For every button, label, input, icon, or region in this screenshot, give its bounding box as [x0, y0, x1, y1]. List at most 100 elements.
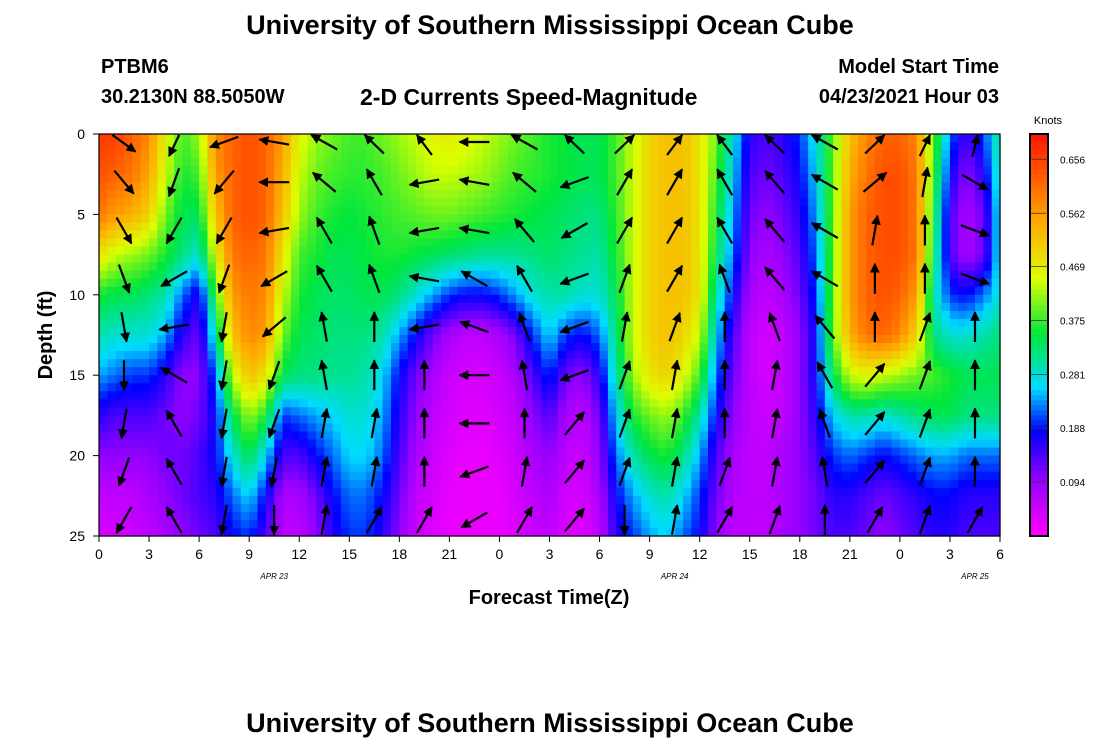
heatmap-cell — [332, 302, 342, 312]
heatmap-cell — [699, 431, 709, 441]
heatmap-cell — [382, 198, 392, 207]
heatmap-cell — [899, 431, 909, 441]
heatmap-cell — [641, 310, 651, 320]
heatmap-cell — [749, 238, 759, 248]
heatmap-cell — [566, 166, 576, 175]
heatmap-cell — [716, 431, 726, 441]
heatmap-cell — [140, 431, 150, 441]
heatmap-cell — [340, 423, 350, 433]
heatmap-cell — [733, 238, 742, 248]
heatmap-cell — [624, 150, 634, 159]
heatmap-cell — [908, 351, 918, 360]
heatmap-cell — [699, 367, 709, 376]
heatmap-cell — [441, 230, 450, 240]
heatmap-cell — [741, 415, 751, 425]
heatmap-cell — [666, 407, 676, 416]
heatmap-cell — [132, 479, 142, 489]
heatmap-cell — [682, 455, 692, 465]
heatmap-cell — [324, 286, 334, 296]
heatmap-cell — [466, 310, 476, 320]
heatmap-cell — [774, 447, 784, 457]
heatmap-cell — [499, 142, 509, 151]
heatmap-cell — [190, 190, 200, 199]
heatmap-cell — [883, 190, 893, 199]
heatmap-cell — [691, 431, 701, 441]
heatmap-cell — [666, 254, 676, 264]
heatmap-cell — [758, 407, 767, 416]
heatmap-cell — [841, 375, 851, 384]
heatmap-cell — [774, 487, 784, 497]
heatmap-cell — [883, 294, 893, 304]
heatmap-cell — [174, 383, 184, 392]
heatmap-cell — [983, 254, 993, 264]
heatmap-cell — [582, 471, 592, 481]
heatmap-cell — [933, 150, 943, 159]
heatmap-cell — [624, 270, 634, 280]
heatmap-cell — [641, 399, 651, 408]
heatmap-cell — [632, 359, 642, 368]
heatmap-cell — [307, 310, 317, 320]
heatmap-cell — [107, 471, 117, 481]
heatmap-cell — [315, 278, 325, 288]
heatmap-cell — [349, 439, 359, 449]
heatmap-cell — [991, 487, 1001, 497]
heatmap-cell — [215, 302, 225, 312]
heatmap-cell — [466, 375, 476, 384]
heatmap-cell — [532, 182, 542, 191]
heatmap-cell — [457, 206, 467, 215]
heatmap-cell — [883, 375, 893, 384]
heatmap-cell — [132, 447, 142, 457]
heatmap-cell — [474, 383, 484, 392]
heatmap-cell — [424, 158, 434, 167]
heatmap-cell — [891, 230, 901, 240]
heatmap-cell — [365, 230, 375, 240]
heatmap-cell — [933, 326, 943, 336]
heatmap-cell — [991, 278, 1001, 288]
heatmap-cell — [157, 254, 167, 264]
heatmap-cell — [416, 262, 425, 272]
heatmap-cell — [416, 351, 425, 360]
heatmap-cell — [841, 343, 851, 352]
heatmap-cell — [307, 278, 317, 288]
heatmap-cell — [791, 367, 801, 376]
heatmap-cell — [457, 375, 467, 384]
heatmap-cell — [190, 335, 200, 344]
heatmap-cell — [874, 326, 884, 336]
heatmap-cell — [758, 158, 767, 167]
heatmap-cell — [107, 351, 117, 360]
heatmap-cell — [491, 415, 501, 425]
heatmap-cell — [958, 399, 968, 408]
heatmap-cell — [507, 246, 517, 256]
heatmap-cell — [908, 375, 918, 384]
heatmap-cell — [933, 471, 943, 481]
heatmap-cell — [991, 463, 1001, 473]
heatmap-cell — [416, 447, 425, 457]
heatmap-cell — [691, 174, 701, 183]
heatmap-cell — [240, 423, 250, 433]
heatmap-cell — [107, 503, 117, 513]
heatmap-cell — [107, 367, 117, 376]
heatmap-cell — [841, 206, 851, 215]
heatmap-cell — [749, 351, 759, 360]
heatmap-cell — [908, 286, 918, 296]
heatmap-cell — [983, 383, 993, 392]
heatmap-cell — [524, 270, 534, 280]
heatmap-cell — [407, 439, 417, 449]
heatmap-cell — [666, 471, 676, 481]
heatmap-cell — [299, 487, 309, 497]
heatmap-cell — [582, 431, 592, 441]
heatmap-cell — [541, 286, 551, 296]
heatmap-cell — [441, 463, 450, 473]
heatmap-cell — [165, 399, 175, 408]
heatmap-cell — [165, 254, 175, 264]
heatmap-cell — [649, 302, 659, 312]
heatmap-cell — [783, 423, 793, 433]
heatmap-cell — [432, 262, 442, 272]
heatmap-cell — [507, 214, 517, 224]
heatmap-cell — [457, 182, 467, 191]
heatmap-cell — [574, 391, 584, 400]
heatmap-cell — [899, 351, 909, 360]
heatmap-cell — [949, 150, 959, 159]
heatmap-cell — [374, 399, 384, 408]
heatmap-cell — [416, 230, 425, 240]
